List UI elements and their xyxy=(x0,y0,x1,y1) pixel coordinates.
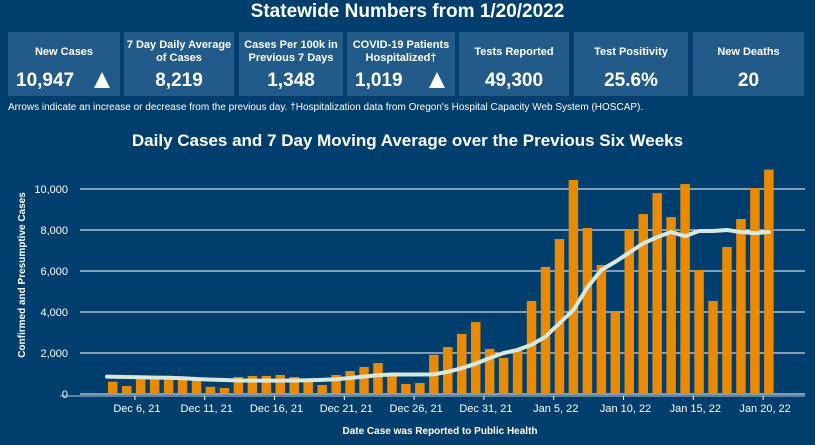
card-test-positivity: Test Positivity 25.6% xyxy=(574,32,688,96)
x-tick-label: Jan 5, 22 xyxy=(533,403,578,415)
y-tick-label: 10,000 xyxy=(34,184,68,196)
bar xyxy=(652,193,662,394)
bar xyxy=(359,366,369,394)
bar xyxy=(750,187,760,394)
bar xyxy=(331,374,341,394)
card-label: Test Positivity xyxy=(594,45,668,58)
bar xyxy=(261,375,272,394)
card-hospitalized: COVID-19 Patients Hospitalized† 1,019 xyxy=(347,32,455,96)
bar xyxy=(401,383,411,394)
bar xyxy=(470,322,481,394)
bar xyxy=(624,230,635,394)
moving-average-line xyxy=(105,228,771,383)
card-7-day-average: 7 Day Daily Average of Cases 8,219 xyxy=(124,32,234,96)
x-tick-label: Dec 16, 21 xyxy=(250,403,303,415)
x-axis-title: Date Case was Reported to Public Health xyxy=(342,426,537,437)
bar xyxy=(149,378,160,394)
bar xyxy=(135,377,146,394)
card-value: 10,947 xyxy=(16,70,75,91)
bar xyxy=(373,363,383,394)
card-label: Tests Reported xyxy=(474,45,554,58)
card-label: COVID-19 Patients Hospitalized† xyxy=(352,39,450,64)
bar xyxy=(247,375,258,394)
footnote: Arrows indicate an increase or decrease … xyxy=(8,102,644,113)
bar xyxy=(568,179,579,394)
y-tick-label: 0 xyxy=(62,389,68,401)
card-value: 20 xyxy=(737,70,760,91)
card-new-deaths: New Deaths 20 xyxy=(693,32,804,96)
bar xyxy=(708,300,718,394)
bar xyxy=(596,265,607,394)
bar xyxy=(638,214,648,394)
card-new-cases: New Cases 10,947 xyxy=(8,32,120,96)
x-tick-label: Jan 10, 22 xyxy=(600,403,651,415)
card-label: 7 Day Daily Average of Cases xyxy=(126,39,232,64)
bar xyxy=(191,380,202,394)
card-value: 1,019 xyxy=(355,70,403,91)
bar xyxy=(526,300,537,394)
card-label: New Cases xyxy=(34,45,94,58)
up-arrow-icon xyxy=(429,72,445,88)
bar xyxy=(484,348,495,394)
bar xyxy=(582,227,593,394)
bar xyxy=(457,333,467,394)
chart-title: Daily Cases and 7 Day Moving Average ove… xyxy=(131,131,684,150)
bar xyxy=(554,239,565,394)
card-value: 49,300 xyxy=(484,70,544,91)
bar xyxy=(108,381,118,394)
bar xyxy=(233,376,244,394)
bar xyxy=(387,374,397,394)
card-tests-reported: Tests Reported 49,300 xyxy=(459,32,569,96)
bar xyxy=(540,266,551,394)
card-value: 8,219 xyxy=(155,70,203,91)
card-value: 25.6% xyxy=(604,70,658,91)
x-tick-label: Dec 31, 21 xyxy=(459,403,512,415)
card-label: Cases Per 100k in Previous 7 Days xyxy=(244,39,338,64)
x-tick-label: Dec 11, 21 xyxy=(181,403,233,415)
card-cases-per-100k: Cases Per 100k in Previous 7 Days 1,348 xyxy=(239,32,343,96)
bar xyxy=(680,184,690,394)
bar xyxy=(415,382,425,394)
bar xyxy=(694,269,704,394)
bar xyxy=(764,169,774,394)
bar xyxy=(219,388,230,394)
bar xyxy=(303,381,313,394)
x-tick-label: Jan 15, 22 xyxy=(670,403,721,415)
bar xyxy=(121,386,132,394)
bar xyxy=(205,386,216,394)
bar xyxy=(722,247,732,394)
card-label: New Deaths xyxy=(717,45,780,58)
bar xyxy=(163,376,174,394)
bar xyxy=(512,350,523,394)
up-arrow-icon xyxy=(94,72,110,88)
bar xyxy=(177,377,188,394)
y-tick-label: 2,000 xyxy=(40,348,68,360)
bar xyxy=(289,376,299,394)
y-tick-label: 6,000 xyxy=(40,266,68,278)
bar xyxy=(736,218,746,394)
y-tick-label: 8,000 xyxy=(40,225,68,237)
page-title: Statewide Numbers from 1/20/2022 xyxy=(250,1,565,22)
x-tick-label: Dec 26, 21 xyxy=(390,403,443,415)
y-axis-title: Confirmed and Presumptive Cases xyxy=(17,192,28,358)
bar xyxy=(275,374,286,394)
x-tick-label: Dec 6, 21 xyxy=(113,403,160,415)
card-value: 1,348 xyxy=(267,70,315,91)
bar xyxy=(498,357,509,394)
bar xyxy=(345,371,355,394)
bar xyxy=(666,217,676,394)
x-tick-label: Jan 20, 22 xyxy=(739,403,790,415)
y-tick-label: 4,000 xyxy=(40,307,68,319)
bar xyxy=(610,310,621,394)
bar xyxy=(317,384,327,394)
x-tick-label: Dec 21, 21 xyxy=(320,403,373,415)
